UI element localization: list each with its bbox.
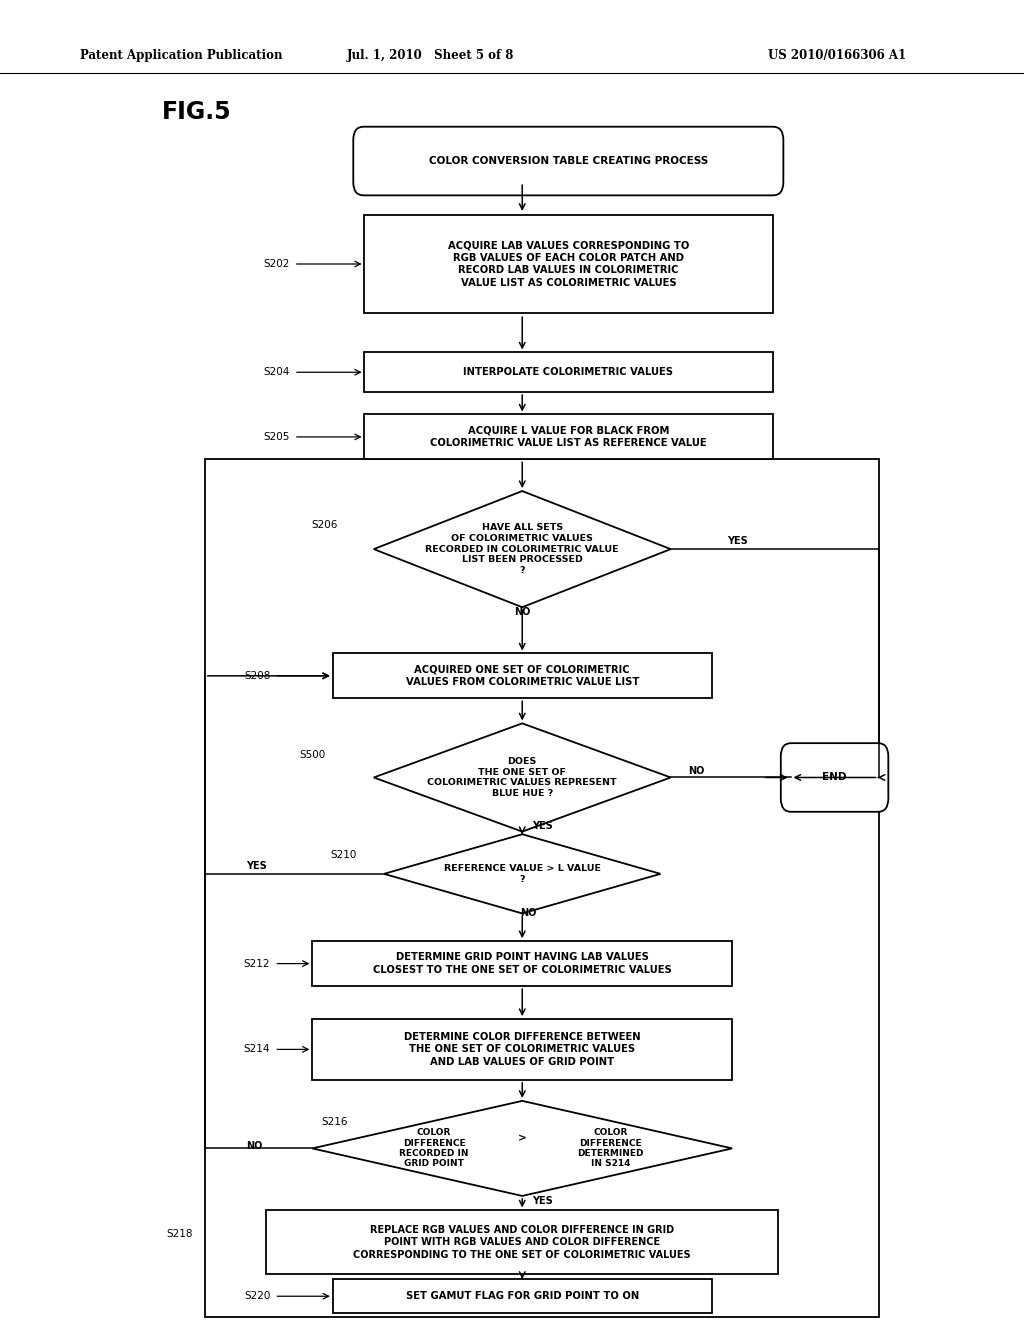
- Text: >: >: [518, 1133, 526, 1143]
- Text: YES: YES: [727, 536, 748, 546]
- Text: COLOR CONVERSION TABLE CREATING PROCESS: COLOR CONVERSION TABLE CREATING PROCESS: [429, 156, 708, 166]
- Text: DOES
THE ONE SET OF
COLORIMETRIC VALUES REPRESENT
BLUE HUE ?: DOES THE ONE SET OF COLORIMETRIC VALUES …: [427, 756, 617, 799]
- Text: END: END: [822, 772, 847, 783]
- Text: S210: S210: [330, 850, 356, 861]
- Text: NO: NO: [688, 766, 705, 776]
- Text: Patent Application Publication: Patent Application Publication: [80, 49, 283, 62]
- Text: ACQUIRED ONE SET OF COLORIMETRIC
VALUES FROM COLORIMETRIC VALUE LIST: ACQUIRED ONE SET OF COLORIMETRIC VALUES …: [406, 665, 639, 686]
- Text: NO: NO: [514, 607, 530, 618]
- FancyBboxPatch shape: [333, 1279, 712, 1313]
- FancyBboxPatch shape: [266, 1210, 778, 1274]
- FancyBboxPatch shape: [312, 1019, 732, 1080]
- FancyBboxPatch shape: [333, 653, 712, 698]
- Text: HAVE ALL SETS
OF COLORIMETRIC VALUES
RECORDED IN COLORIMETRIC VALUE
LIST BEEN PR: HAVE ALL SETS OF COLORIMETRIC VALUES REC…: [425, 523, 620, 576]
- FancyBboxPatch shape: [364, 352, 773, 392]
- Text: S205: S205: [263, 432, 290, 442]
- Text: DETERMINE GRID POINT HAVING LAB VALUES
CLOSEST TO THE ONE SET OF COLORIMETRIC VA: DETERMINE GRID POINT HAVING LAB VALUES C…: [373, 953, 672, 974]
- Text: S218: S218: [166, 1229, 193, 1239]
- Text: S206: S206: [311, 520, 338, 531]
- Text: SET GAMUT FLAG FOR GRID POINT TO ON: SET GAMUT FLAG FOR GRID POINT TO ON: [406, 1291, 639, 1302]
- FancyBboxPatch shape: [780, 743, 888, 812]
- Text: YES: YES: [246, 861, 266, 871]
- Text: ACQUIRE LAB VALUES CORRESPONDING TO
RGB VALUES OF EACH COLOR PATCH AND
RECORD LA: ACQUIRE LAB VALUES CORRESPONDING TO RGB …: [447, 240, 689, 288]
- Text: US 2010/0166306 A1: US 2010/0166306 A1: [768, 49, 906, 62]
- Text: S212: S212: [244, 958, 270, 969]
- Polygon shape: [374, 491, 671, 607]
- FancyBboxPatch shape: [364, 214, 773, 313]
- Text: S500: S500: [299, 750, 326, 760]
- Text: S208: S208: [244, 671, 270, 681]
- Text: Jul. 1, 2010   Sheet 5 of 8: Jul. 1, 2010 Sheet 5 of 8: [346, 49, 514, 62]
- Text: NO: NO: [246, 1140, 262, 1151]
- FancyBboxPatch shape: [353, 127, 783, 195]
- Text: COLOR
DIFFERENCE
DETERMINED
IN S214: COLOR DIFFERENCE DETERMINED IN S214: [578, 1129, 644, 1168]
- Polygon shape: [384, 834, 660, 913]
- FancyBboxPatch shape: [312, 941, 732, 986]
- Text: YES: YES: [532, 1196, 553, 1206]
- Text: S220: S220: [244, 1291, 270, 1302]
- Text: ACQUIRE L VALUE FOR BLACK FROM
COLORIMETRIC VALUE LIST AS REFERENCE VALUE: ACQUIRE L VALUE FOR BLACK FROM COLORIMET…: [430, 426, 707, 447]
- Text: S204: S204: [263, 367, 290, 378]
- Text: INTERPOLATE COLORIMETRIC VALUES: INTERPOLATE COLORIMETRIC VALUES: [463, 367, 674, 378]
- Text: REPLACE RGB VALUES AND COLOR DIFFERENCE IN GRID
POINT WITH RGB VALUES AND COLOR : REPLACE RGB VALUES AND COLOR DIFFERENCE …: [353, 1225, 691, 1259]
- Text: YES: YES: [532, 821, 553, 832]
- Text: DETERMINE COLOR DIFFERENCE BETWEEN
THE ONE SET OF COLORIMETRIC VALUES
AND LAB VA: DETERMINE COLOR DIFFERENCE BETWEEN THE O…: [403, 1032, 641, 1067]
- Polygon shape: [374, 723, 671, 832]
- Text: COLOR
DIFFERENCE
RECORDED IN
GRID POINT: COLOR DIFFERENCE RECORDED IN GRID POINT: [399, 1129, 469, 1168]
- Text: S216: S216: [322, 1117, 348, 1127]
- Text: S202: S202: [263, 259, 290, 269]
- Polygon shape: [312, 1101, 732, 1196]
- Text: REFERENCE VALUE > L VALUE
?: REFERENCE VALUE > L VALUE ?: [443, 865, 601, 883]
- Text: NO: NO: [520, 908, 537, 919]
- Text: S214: S214: [244, 1044, 270, 1055]
- Text: FIG.5: FIG.5: [162, 100, 231, 124]
- FancyBboxPatch shape: [364, 414, 773, 459]
